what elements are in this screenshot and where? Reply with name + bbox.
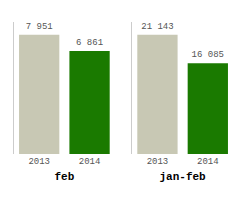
svg-text:2013: 2013 [147, 157, 169, 167]
svg-text:7 951: 7 951 [26, 22, 53, 32]
svg-text:16 085: 16 085 [192, 50, 224, 60]
svg-text:2014: 2014 [197, 157, 219, 167]
svg-text:6 861: 6 861 [76, 38, 103, 48]
svg-text:2014: 2014 [79, 157, 101, 167]
svg-text:21 143: 21 143 [141, 22, 173, 32]
svg-text:jan-feb: jan-feb [160, 171, 207, 183]
svg-text:2013: 2013 [28, 157, 50, 167]
svg-text:feb: feb [54, 171, 74, 183]
